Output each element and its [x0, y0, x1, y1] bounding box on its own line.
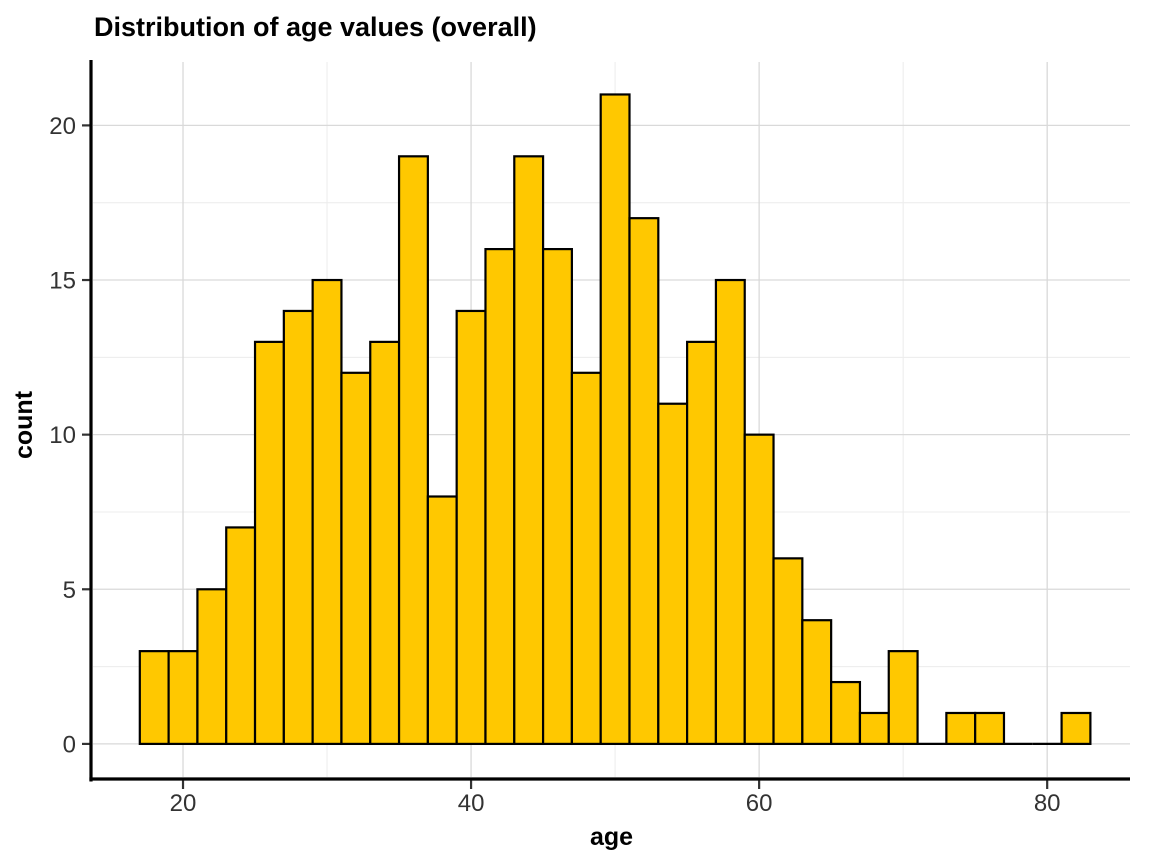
histogram-bar	[801, 619, 833, 746]
histogram-bar	[167, 650, 199, 746]
histogram-bar	[743, 433, 775, 746]
x-tick-label: 60	[746, 790, 773, 817]
histogram-bar	[657, 402, 689, 746]
histogram-bar	[570, 371, 602, 746]
histogram-bar	[628, 217, 660, 746]
histogram-bar	[858, 711, 890, 746]
x-tick-label: 20	[170, 790, 197, 817]
histogram-bar	[541, 247, 573, 746]
y-tick-label: 5	[63, 577, 76, 604]
histogram-bar	[772, 557, 804, 746]
histogram-bar	[196, 588, 228, 746]
histogram-bar	[599, 93, 631, 746]
histogram-bar	[974, 711, 1006, 746]
histogram-bar	[686, 340, 718, 746]
histogram-bar	[311, 278, 343, 746]
histogram-bar	[484, 247, 516, 746]
histogram-bar	[1060, 711, 1092, 746]
histogram-bar	[945, 711, 977, 746]
histogram-bar	[455, 309, 487, 746]
histogram-bar	[282, 309, 314, 746]
chart-title: Distribution of age values (overall)	[94, 12, 537, 42]
histogram-bar	[426, 495, 458, 746]
x-axis-title: age	[590, 823, 633, 851]
histogram-bar	[830, 680, 862, 746]
y-tick-label: 10	[49, 422, 76, 449]
x-tick-label: 40	[458, 790, 485, 817]
histogram-bar	[397, 155, 429, 746]
histogram-bar	[714, 278, 746, 746]
histogram-bar	[253, 340, 285, 746]
histogram-bar	[513, 155, 545, 746]
y-tick-label: 20	[49, 113, 76, 140]
y-axis-title: count	[10, 390, 38, 459]
x-tick-label: 80	[1034, 790, 1061, 817]
histogram-bar	[225, 526, 257, 746]
histogram-bar	[887, 650, 919, 746]
histogram-bar	[369, 340, 401, 746]
y-tick-label: 15	[49, 268, 76, 295]
histogram-bar	[340, 371, 372, 746]
y-tick-label: 0	[63, 731, 76, 758]
histogram-bar	[138, 650, 170, 746]
